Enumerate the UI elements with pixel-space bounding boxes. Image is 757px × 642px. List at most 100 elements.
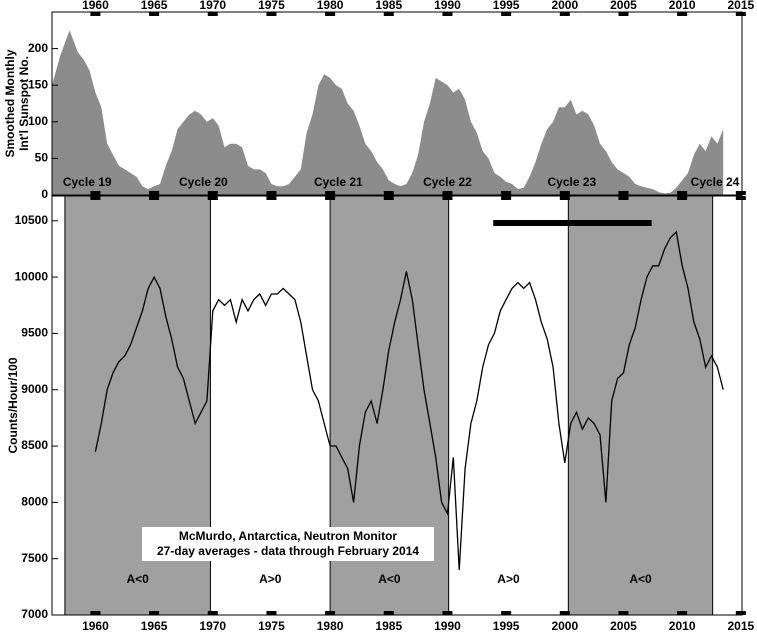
- x-tick-label: 1980: [317, 0, 344, 12]
- period-band: [567, 195, 714, 616]
- x-tick-label: 1990: [434, 619, 461, 633]
- x-tick-label: 1985: [375, 619, 402, 633]
- y-tick-label: 7500: [21, 551, 48, 565]
- x-tick-label: 1980: [317, 619, 344, 633]
- period-label: A>0: [259, 572, 282, 586]
- x-tick: [90, 196, 101, 200]
- y-tick-label: 100: [28, 114, 48, 128]
- x-tick: [618, 611, 629, 615]
- x-tick-label: 2000: [551, 0, 578, 12]
- x-tick-label: 1960: [82, 0, 109, 12]
- y-tick-label: 9000: [21, 382, 48, 396]
- cycle-label: Cycle 21: [314, 175, 363, 189]
- annotation: 27-day averages - data through February …: [157, 544, 419, 558]
- x-tick-label: 1995: [493, 0, 520, 12]
- x-tick-label: 1970: [199, 619, 226, 633]
- x-tick-label: 1975: [258, 0, 285, 12]
- plot-frame: [51, 11, 743, 196]
- y-tick-label: 9500: [21, 326, 48, 340]
- period-label: A<0: [629, 572, 652, 586]
- x-tick-label: 2010: [669, 619, 696, 633]
- x-tick: [501, 191, 512, 195]
- x-tick: [325, 196, 336, 200]
- x-tick: [207, 611, 218, 615]
- x-tick-label: 2015: [727, 0, 754, 12]
- x-tick-label: 1965: [141, 0, 168, 12]
- x-tick: [442, 12, 453, 16]
- x-tick-label: 2005: [610, 0, 637, 12]
- x-tick-label: 1960: [82, 619, 109, 633]
- x-tick-label: 1985: [375, 0, 402, 12]
- annotation: McMurdo, Antarctica, Neutron Monitor: [179, 529, 398, 543]
- x-tick-label: 2000: [551, 619, 578, 633]
- x-tick: [677, 611, 688, 615]
- x-tick: [207, 191, 218, 195]
- x-tick: [149, 611, 160, 615]
- neutron-line: [94, 230, 724, 570]
- x-tick-label: 2005: [610, 619, 637, 633]
- x-tick: [266, 191, 277, 195]
- x-tick-label: 1990: [434, 0, 461, 12]
- y-axis-label-line: Smoothed Monthly: [3, 49, 17, 157]
- y-axis-label: Counts/Hour/100: [6, 357, 20, 453]
- x-tick: [501, 196, 512, 200]
- x-tick: [677, 196, 688, 200]
- x-tick: [266, 611, 277, 615]
- x-tick: [90, 12, 101, 16]
- cycle-label: Cycle 22: [423, 175, 472, 189]
- cycle-label: Cycle 24: [691, 175, 740, 189]
- period-label: A<0: [378, 572, 401, 586]
- x-tick-label: 1970: [199, 0, 226, 12]
- x-tick: [383, 611, 394, 615]
- x-tick: [559, 196, 570, 200]
- x-tick: [559, 611, 570, 615]
- y-tick-label: 7000: [21, 607, 48, 621]
- y-tick-label: 0: [41, 187, 48, 201]
- y-tick-label: 150: [28, 77, 48, 91]
- x-tick: [559, 12, 570, 16]
- y-tick-label: 10500: [15, 213, 49, 227]
- x-tick: [442, 196, 453, 200]
- x-tick-label: 1975: [258, 619, 285, 633]
- x-tick: [677, 12, 688, 16]
- plot-frame: [51, 195, 743, 616]
- x-tick-label: 1965: [141, 619, 168, 633]
- x-tick: [735, 611, 746, 615]
- x-tick: [501, 611, 512, 615]
- x-tick: [735, 196, 746, 200]
- y-tick-label: 50: [35, 151, 49, 165]
- x-tick-label: 2010: [669, 0, 696, 12]
- x-tick: [501, 12, 512, 16]
- period-label: A<0: [126, 572, 149, 586]
- cycle-label: Cycle 20: [179, 175, 228, 189]
- x-tick: [618, 12, 629, 16]
- x-tick: [207, 196, 218, 200]
- cycle-label: Cycle 19: [63, 175, 112, 189]
- x-tick: [149, 191, 160, 195]
- x-tick: [618, 191, 629, 195]
- x-tick-label: 2015: [727, 619, 754, 633]
- x-tick: [90, 611, 101, 615]
- x-tick: [325, 12, 336, 16]
- x-tick: [266, 12, 277, 16]
- y-axis-label: Smoothed MonthlyInt'l Sunspot No.: [3, 49, 31, 157]
- x-tick: [442, 611, 453, 615]
- x-tick: [735, 12, 746, 16]
- x-tick: [325, 611, 336, 615]
- x-tick: [677, 191, 688, 195]
- x-tick: [618, 196, 629, 200]
- cycle-label: Cycle 23: [547, 175, 596, 189]
- sunspot-area: [52, 30, 724, 195]
- x-tick: [90, 191, 101, 195]
- y-tick-label: 8000: [21, 495, 48, 509]
- period-label: A>0: [497, 572, 520, 586]
- x-tick: [207, 12, 218, 16]
- y-tick-label: 200: [28, 41, 48, 55]
- x-tick: [149, 12, 160, 16]
- y-tick-label: 10000: [15, 269, 49, 283]
- x-tick: [383, 191, 394, 195]
- x-tick: [735, 191, 746, 195]
- y-tick-label: 8500: [21, 438, 48, 452]
- y-axis-label-line: Int'l Sunspot No.: [17, 56, 31, 151]
- x-tick: [442, 191, 453, 195]
